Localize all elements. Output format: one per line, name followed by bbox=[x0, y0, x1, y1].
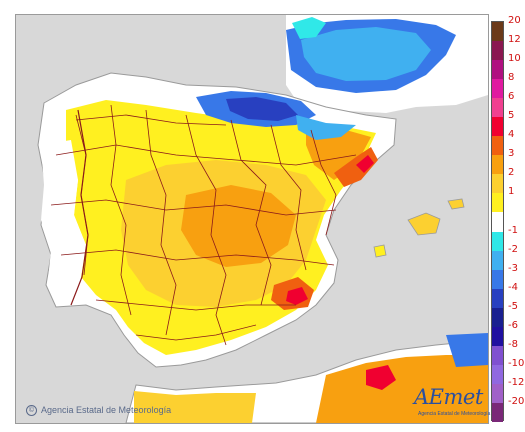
legend-label: 5 bbox=[508, 110, 515, 122]
legend-swatch bbox=[492, 269, 503, 290]
copyright-text: Agencia Estatal de Meteorología bbox=[41, 405, 172, 415]
legend-swatch bbox=[492, 288, 503, 309]
legend-swatch bbox=[492, 402, 503, 423]
legend-label: 12 bbox=[508, 34, 521, 46]
legend-label: -8 bbox=[508, 338, 518, 350]
legend-label: 1 bbox=[508, 186, 515, 198]
legend-label: -6 bbox=[508, 319, 518, 331]
legend-swatch bbox=[492, 307, 503, 328]
legend-label: 3 bbox=[508, 148, 515, 160]
legend-swatch bbox=[492, 383, 503, 404]
ibiza bbox=[373, 244, 387, 258]
legend-label: 20 bbox=[508, 15, 521, 26]
biscay-cyan bbox=[292, 17, 326, 39]
legend-swatch bbox=[492, 22, 503, 42]
legend-label: -10 bbox=[508, 357, 525, 369]
legend-swatch bbox=[492, 117, 503, 137]
legend-label: -4 bbox=[508, 281, 518, 293]
portugal-border bbox=[70, 109, 89, 306]
legend-label: 2 bbox=[508, 167, 515, 179]
legend-label: 10 bbox=[508, 53, 521, 65]
legend-colorbar bbox=[491, 21, 504, 423]
legend-swatch bbox=[492, 193, 503, 213]
legend-label: -2 bbox=[508, 243, 518, 255]
legend-swatch bbox=[492, 364, 503, 385]
cantabrian-core bbox=[226, 97, 298, 121]
castilla-la-mancha-warm bbox=[181, 185, 296, 267]
legend-swatch bbox=[492, 41, 503, 61]
legend-swatch bbox=[492, 345, 503, 366]
legend-swatch bbox=[492, 231, 503, 252]
color-legend: 20 12 10 8 6 5 4 3 2 1 -1 -2 -3 -4 -5 -6 -8 -10 -12 -20 bbox=[489, 14, 525, 423]
aemet-logo: AEmet Agencia Estatal de Meteorología bbox=[414, 385, 490, 419]
legend-label: -20 bbox=[508, 395, 525, 407]
algeria-cold bbox=[446, 333, 488, 367]
legend-label: 8 bbox=[508, 72, 515, 84]
murcia-core bbox=[286, 287, 308, 305]
valencia-core bbox=[356, 155, 374, 173]
legend-swatch bbox=[492, 174, 503, 194]
biscay-cold-light bbox=[301, 27, 431, 81]
portugal-coast-white bbox=[41, 140, 86, 300]
legend-label: 6 bbox=[508, 91, 515, 103]
legend-label: -5 bbox=[508, 300, 518, 312]
pyrenees-cyan bbox=[296, 115, 356, 140]
mallorca bbox=[407, 212, 441, 236]
legend-swatch bbox=[492, 136, 503, 156]
legend-swatch bbox=[492, 212, 503, 233]
legend-swatch bbox=[492, 326, 503, 347]
legend-swatch bbox=[492, 60, 503, 80]
morocco-warm bbox=[134, 391, 256, 423]
legend-swatch bbox=[492, 98, 503, 118]
logo-subtitle: Agencia Estatal de Meteorología bbox=[418, 411, 491, 417]
copyright-icon: © bbox=[26, 405, 37, 417]
map-panel bbox=[15, 14, 489, 424]
iberia-map bbox=[16, 15, 488, 423]
logo-wordmark: AEmet bbox=[414, 385, 483, 409]
legend-swatch bbox=[492, 250, 503, 271]
legend-label: -1 bbox=[508, 224, 518, 236]
legend-label: -3 bbox=[508, 262, 518, 274]
algeria-hot bbox=[366, 365, 396, 390]
algeria-warm bbox=[316, 355, 488, 423]
copyright-notice: © Agencia Estatal de Meteorología bbox=[26, 405, 172, 417]
menorca bbox=[447, 198, 465, 210]
legend-label: 4 bbox=[508, 129, 515, 141]
legend-label: -12 bbox=[508, 376, 525, 388]
legend-swatch bbox=[492, 79, 503, 99]
legend-swatch bbox=[492, 155, 503, 175]
